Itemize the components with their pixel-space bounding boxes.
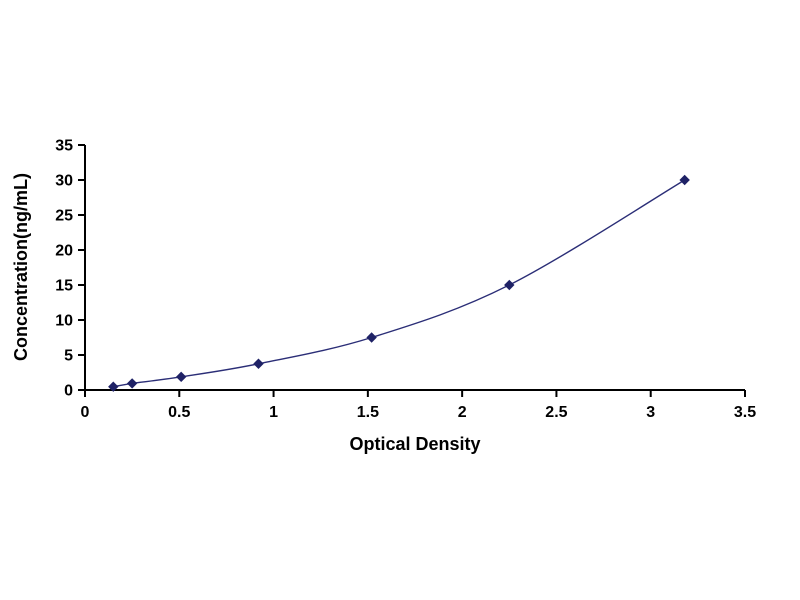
y-tick-label: 5 [64,348,73,365]
x-tick-label: 1 [269,404,278,421]
y-tick-label: 10 [55,313,73,330]
y-ticks-group: 0 5 10 15 20 25 30 35 [55,138,85,400]
x-tick-label: 3 [646,404,655,421]
axes-group [84,145,745,391]
data-points-group [108,174,690,392]
data-point-marker [108,381,119,392]
y-tick-label: 15 [55,278,73,295]
data-point-marker [175,371,187,383]
x-tick-label: 2.5 [545,404,567,421]
x-axis-title: Optical Density [349,434,480,454]
x-tick-label: 0 [81,404,90,421]
data-point-marker [366,332,377,343]
x-ticks-group: 0 0.5 1 1.5 2 2.5 3 3.5 [81,390,756,421]
x-tick-label: 0.5 [168,404,190,421]
y-tick-label: 25 [55,208,73,225]
x-tick-label: 1.5 [357,404,379,421]
y-tick-label: 30 [55,173,73,190]
data-point-marker [126,378,138,389]
data-point-marker [504,279,515,291]
y-tick-label: 35 [55,138,73,155]
y-tick-label: 0 [64,383,73,400]
y-axis-title: Concentration(ng/mL) [11,173,31,361]
data-point-marker [679,174,690,186]
x-tick-label: 2 [458,404,467,421]
y-tick-label: 20 [55,243,73,260]
x-tick-label: 3.5 [734,404,756,421]
data-point-marker [253,358,264,369]
curve-line [113,179,686,388]
